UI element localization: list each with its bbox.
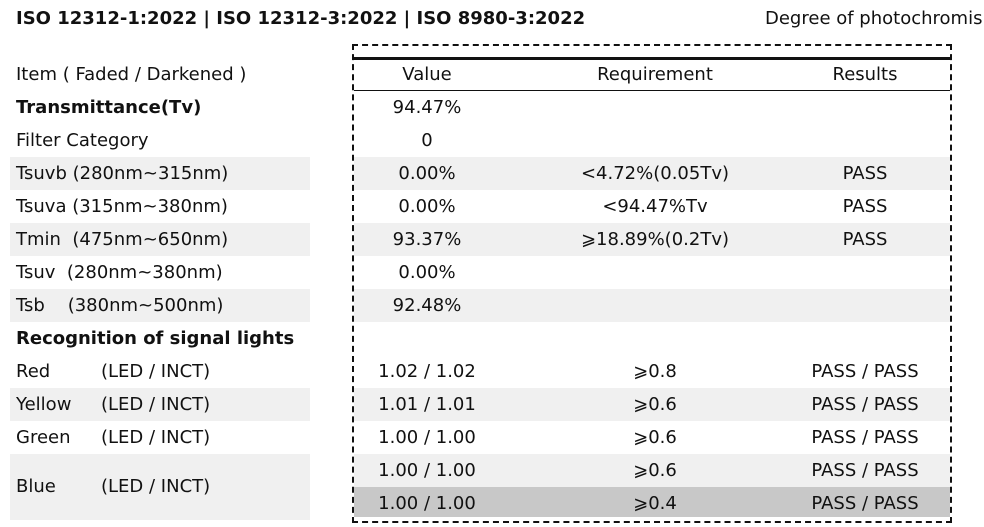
result: PASS	[842, 196, 888, 217]
column-header: Results	[832, 64, 898, 85]
value: 1.00 / 1.00	[378, 460, 476, 481]
requirement: ⩾0.6	[633, 460, 677, 481]
value: 0.00%	[398, 262, 456, 283]
result: PASS / PASS	[811, 460, 919, 481]
result: PASS / PASS	[811, 361, 919, 382]
row-shade	[354, 388, 950, 421]
value: 1.02 / 1.02	[378, 361, 476, 382]
result: PASS / PASS	[811, 493, 919, 514]
result: PASS	[842, 229, 888, 250]
column-header: Value	[402, 64, 452, 85]
value: 0	[421, 130, 433, 151]
row-label: Tsb (380nm~500nm)	[16, 295, 224, 316]
dashed-box	[352, 44, 952, 523]
row-label: Transmittance(Tv)	[16, 97, 202, 118]
row-shade	[10, 157, 310, 190]
value: 93.37%	[392, 229, 462, 250]
row-detail: (LED / INCT)	[101, 427, 211, 448]
row-label: Tsuva (315nm~380nm)	[16, 196, 228, 217]
row-label: Tsuvb (280nm~315nm)	[16, 163, 229, 184]
row-shade	[10, 289, 310, 322]
result: PASS / PASS	[811, 427, 919, 448]
row-shade	[354, 223, 950, 256]
top-rule	[354, 57, 950, 60]
row-detail: (LED / INCT)	[101, 476, 211, 497]
row-label: Tsuv (280nm~380nm)	[16, 262, 223, 283]
right-text: Degree of photochromis	[765, 8, 983, 29]
row-shade	[10, 223, 310, 256]
row-label: Recognition of signal lights	[16, 328, 295, 349]
value: 92.48%	[392, 295, 462, 316]
header-rule	[354, 90, 950, 91]
row-detail: (LED / INCT)	[101, 361, 211, 382]
requirement: ⩾18.89%(0.2Tv)	[580, 229, 730, 250]
value: 1.01 / 1.01	[378, 394, 476, 415]
row-shade	[354, 454, 950, 487]
row-label: Green	[16, 427, 71, 448]
value: 0.00%	[398, 196, 456, 217]
row-shade	[10, 388, 310, 421]
requirement: ⩾0.4	[633, 493, 677, 514]
title: ISO 12312-1:2022 | ISO 12312-3:2022 | IS…	[16, 8, 586, 29]
result: PASS	[842, 163, 888, 184]
row-shade	[354, 157, 950, 190]
requirement: ⩾0.6	[633, 427, 677, 448]
value: 1.00 / 1.00	[378, 493, 476, 514]
requirement: ⩾0.8	[633, 361, 677, 382]
row-label: Red	[16, 361, 51, 382]
column-header: Item ( Faded / Darkened )	[16, 64, 247, 85]
value: 94.47%	[392, 97, 462, 118]
row-shade	[354, 487, 950, 517]
requirement: <4.72%(0.05Tv)	[580, 163, 730, 184]
row-shade	[354, 289, 950, 322]
requirement: ⩾0.6	[633, 394, 677, 415]
column-header: Requirement	[597, 64, 713, 85]
row-detail: (LED / INCT)	[101, 394, 211, 415]
row-shade	[10, 454, 310, 520]
row-label: Yellow	[16, 394, 72, 415]
value: 1.00 / 1.00	[378, 427, 476, 448]
row-label: Tmin (475nm~650nm)	[16, 229, 229, 250]
row-label: Blue	[16, 476, 56, 497]
row-label: Filter Category	[16, 130, 149, 151]
requirement: <94.47%Tv	[602, 196, 708, 217]
result: PASS / PASS	[811, 394, 919, 415]
value: 0.00%	[398, 163, 456, 184]
